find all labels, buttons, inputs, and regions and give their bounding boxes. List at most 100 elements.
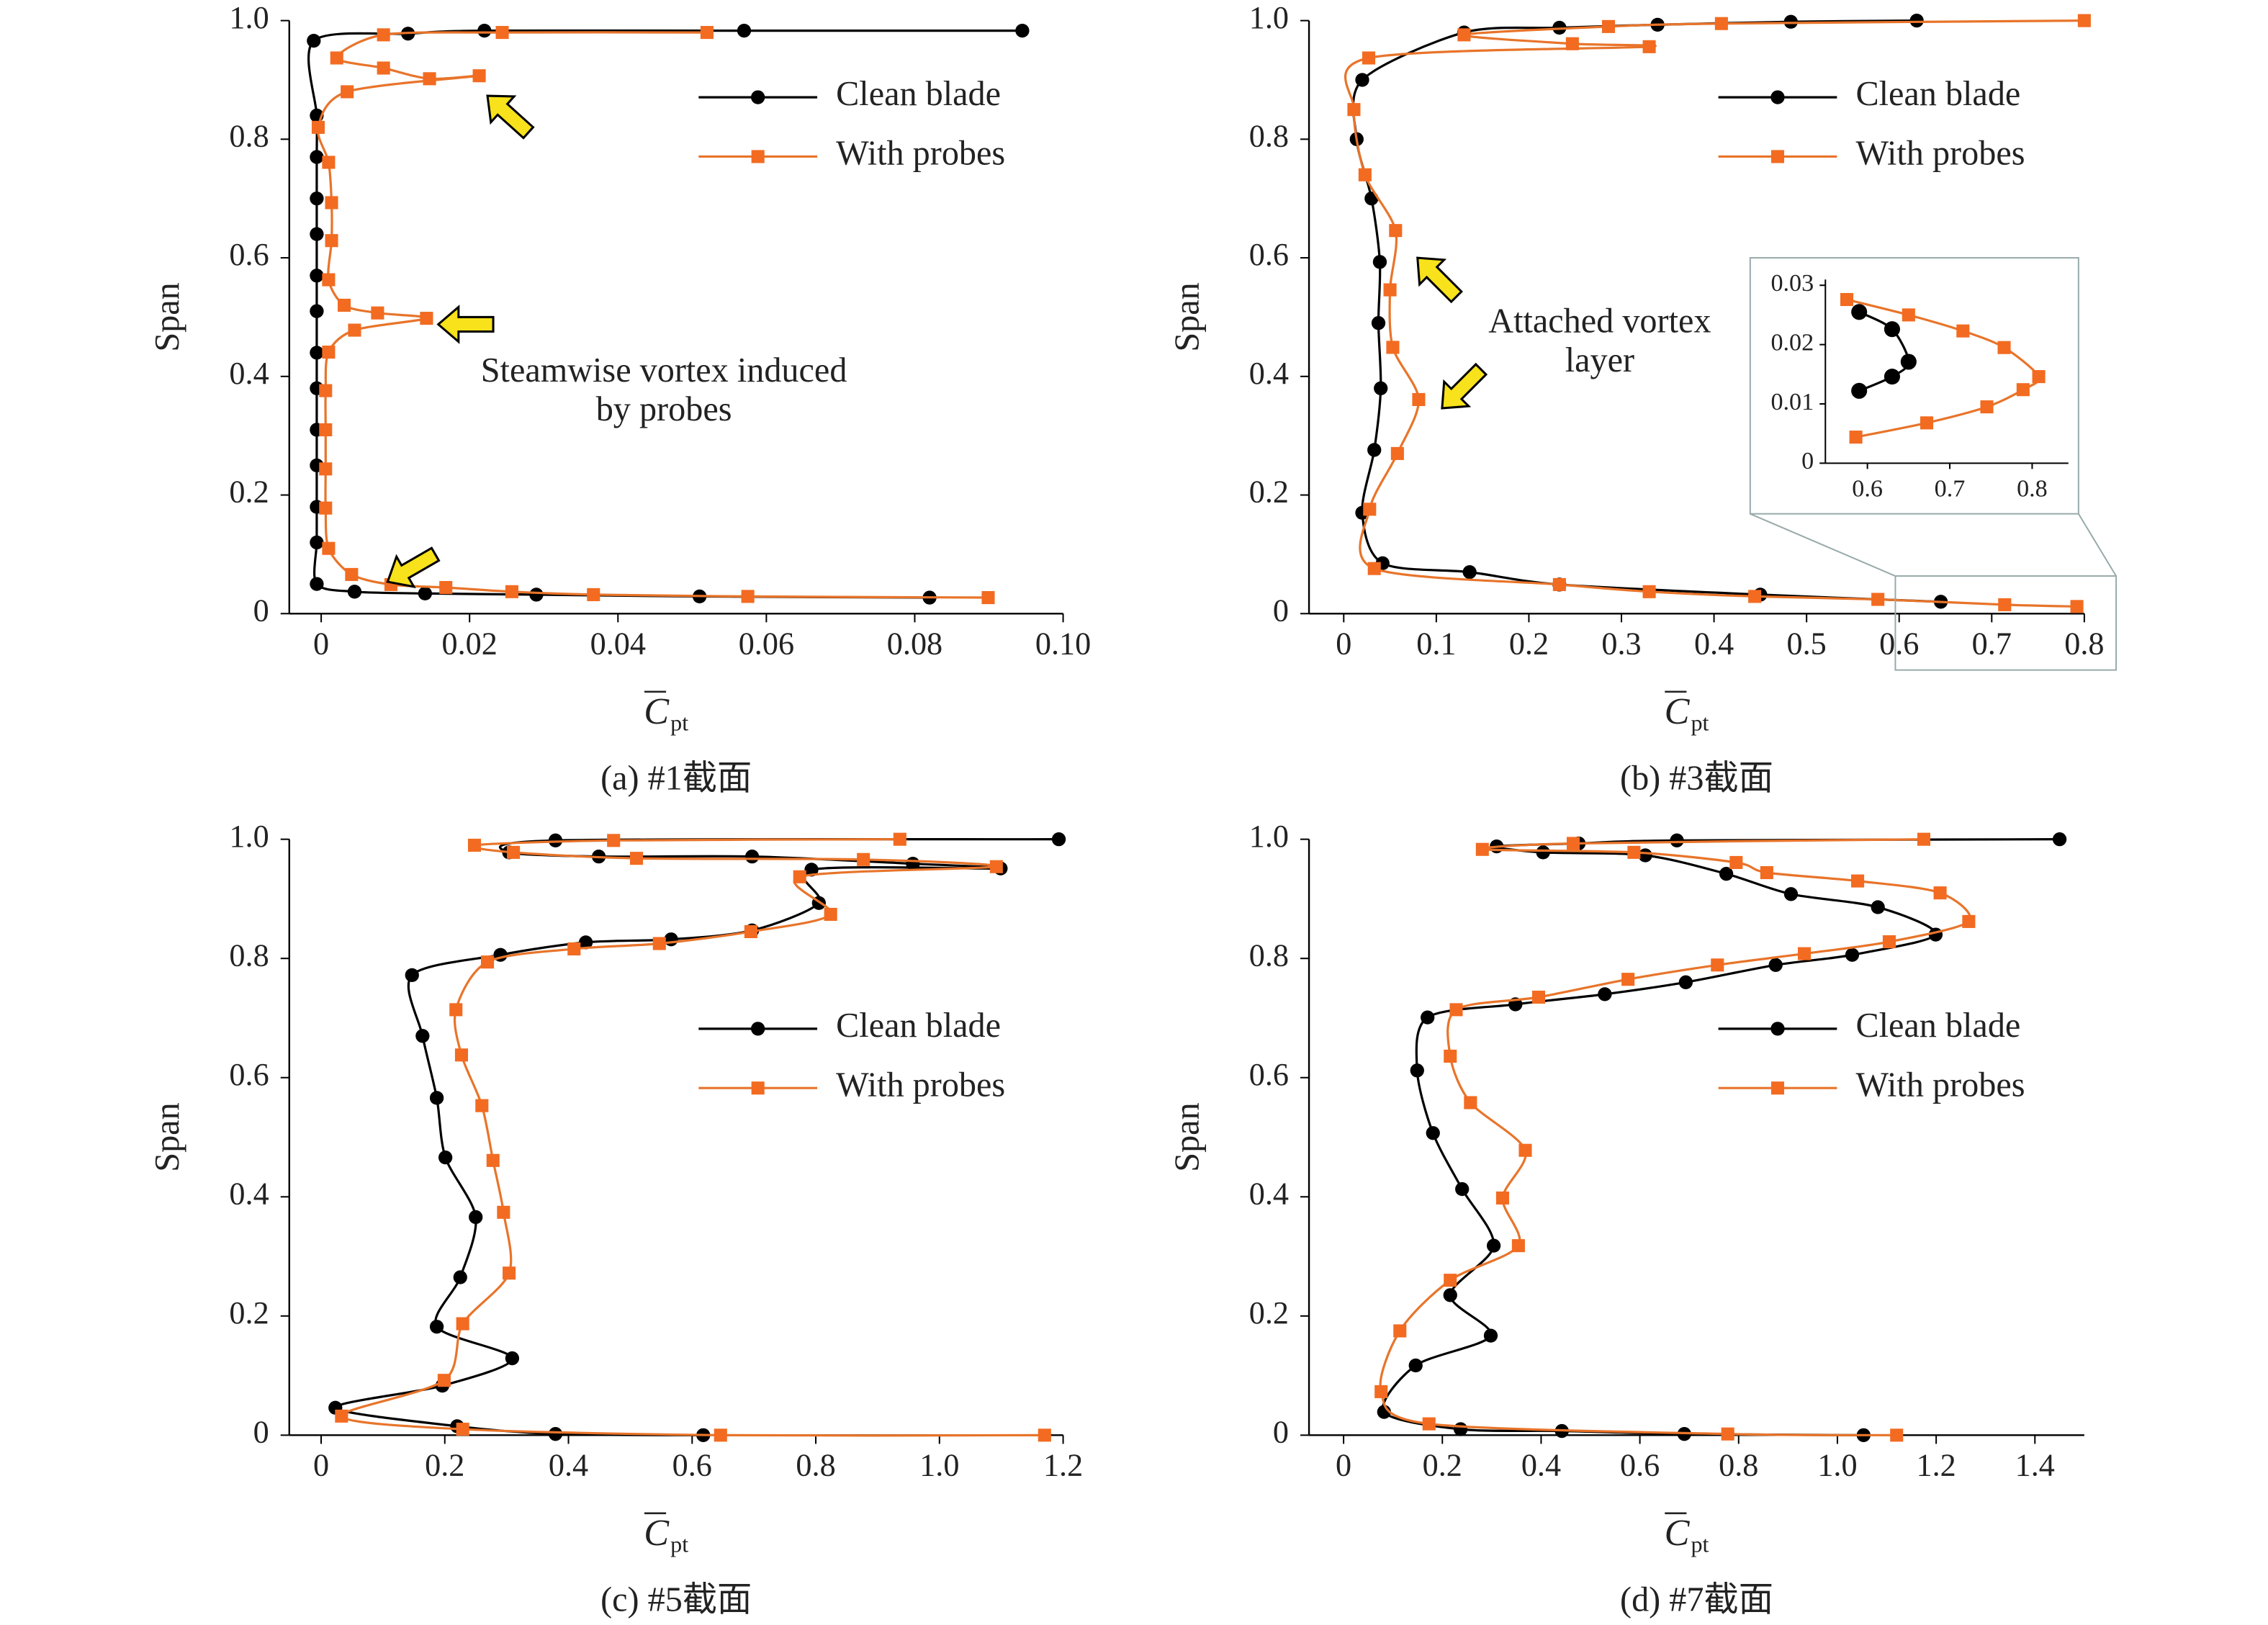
x-tick-label: 0.6 bbox=[672, 1448, 712, 1483]
marker bbox=[1900, 354, 1917, 370]
marker bbox=[567, 942, 581, 955]
annotation-arrow bbox=[436, 305, 495, 344]
series-line bbox=[334, 837, 1059, 1436]
marker bbox=[1714, 17, 1728, 30]
x-tick-label: 0.06 bbox=[739, 626, 794, 662]
marker bbox=[1920, 416, 1934, 430]
marker bbox=[420, 312, 433, 325]
marker bbox=[1998, 598, 2012, 611]
marker bbox=[1374, 381, 1388, 395]
marker bbox=[439, 580, 453, 595]
marker bbox=[629, 852, 644, 865]
x-tick-label: 0.08 bbox=[887, 626, 942, 662]
y-tick-label: 1.0 bbox=[229, 0, 269, 35]
inset-y-tick-label: 0.02 bbox=[1770, 329, 1814, 356]
x-tick-label: 0 bbox=[313, 1448, 329, 1483]
marker bbox=[1783, 887, 1799, 901]
marker bbox=[1051, 832, 1066, 847]
marker bbox=[652, 937, 666, 950]
panel: 0 0.2 0.4 0.6 0.8 1.0 0 0.2 0.4 0.6 0.8 1.0 1.2 1.4 C p… bbox=[1168, 819, 2084, 1619]
marker bbox=[348, 323, 361, 337]
marker bbox=[472, 69, 486, 83]
inset-x-tick-label: 0.8 bbox=[2017, 475, 2048, 502]
marker bbox=[1721, 1427, 1734, 1441]
zoom-box bbox=[1894, 575, 2118, 671]
y-tick-label: 0 bbox=[253, 1414, 269, 1449]
marker bbox=[503, 1266, 516, 1280]
x-tick-label: 0 bbox=[1336, 626, 1351, 662]
marker bbox=[1621, 973, 1635, 986]
marker bbox=[1410, 1063, 1424, 1078]
caption: (d) #7截面 bbox=[1620, 1580, 1773, 1619]
x-tick-label: 1.0 bbox=[1817, 1448, 1857, 1483]
marker bbox=[1719, 867, 1734, 881]
marker bbox=[307, 33, 321, 48]
marker bbox=[664, 932, 678, 947]
marker bbox=[1851, 874, 1865, 888]
marker bbox=[310, 346, 324, 360]
y-axis-label: Span bbox=[1168, 1102, 1206, 1171]
marker bbox=[1729, 855, 1743, 869]
x-tick-label: 1.4 bbox=[2015, 1448, 2055, 1483]
marker bbox=[1909, 13, 1924, 28]
legend-label: With probes bbox=[836, 135, 1005, 173]
x-axis-label-sub: pt bbox=[670, 1531, 688, 1557]
marker bbox=[1495, 1191, 1509, 1205]
y-tick-label: 0.4 bbox=[229, 1176, 269, 1211]
x-axis-label-sub: pt bbox=[1691, 709, 1709, 735]
y-tick-label: 0 bbox=[1273, 593, 1289, 628]
marker bbox=[824, 907, 837, 921]
marker bbox=[548, 1427, 563, 1441]
marker bbox=[1386, 341, 1400, 354]
marker bbox=[1851, 304, 1868, 320]
marker bbox=[429, 1320, 444, 1334]
marker bbox=[1642, 585, 1656, 598]
marker bbox=[1444, 1049, 1457, 1063]
marker bbox=[456, 1423, 469, 1436]
marker bbox=[1642, 40, 1656, 53]
marker bbox=[1871, 900, 1885, 914]
marker bbox=[405, 968, 419, 983]
annotation-arrow bbox=[486, 94, 535, 140]
x-tick-label: 0.8 bbox=[796, 1448, 835, 1483]
marker bbox=[804, 863, 819, 877]
marker bbox=[1408, 1358, 1423, 1373]
marker bbox=[737, 23, 752, 38]
marker bbox=[505, 1351, 520, 1366]
legend-label: Clean blade bbox=[1855, 1007, 2020, 1045]
marker bbox=[989, 860, 1003, 873]
marker bbox=[981, 590, 995, 605]
y-tick-label: 0.4 bbox=[229, 356, 269, 391]
marker bbox=[1390, 446, 1404, 460]
marker bbox=[1367, 443, 1382, 457]
legend-marker bbox=[1770, 90, 1785, 104]
marker bbox=[456, 1317, 469, 1331]
marker bbox=[480, 955, 495, 969]
marker bbox=[319, 384, 333, 397]
marker bbox=[310, 577, 324, 591]
x-axis-label: C bbox=[644, 690, 670, 732]
marker bbox=[1849, 431, 1863, 444]
marker bbox=[345, 567, 359, 581]
marker bbox=[2077, 14, 2091, 27]
legend-marker bbox=[751, 90, 765, 104]
y-tick-label: 0 bbox=[253, 593, 269, 628]
marker bbox=[1383, 283, 1397, 297]
caption: (b) #3截面 bbox=[1620, 759, 1773, 797]
x-tick-label: 1.2 bbox=[1043, 1448, 1083, 1483]
marker bbox=[1389, 224, 1403, 238]
marker bbox=[700, 26, 714, 40]
y-tick-label: 0.8 bbox=[1249, 118, 1289, 153]
marker bbox=[1457, 28, 1471, 42]
x-tick-label: 0.4 bbox=[1694, 626, 1734, 662]
marker bbox=[1511, 1239, 1525, 1253]
marker bbox=[744, 924, 757, 938]
marker bbox=[310, 192, 324, 206]
marker bbox=[319, 423, 333, 436]
marker bbox=[330, 51, 343, 65]
marker bbox=[1483, 1328, 1498, 1343]
x-tick-label: 0.1 bbox=[1416, 626, 1456, 662]
marker bbox=[1748, 590, 1762, 603]
marker bbox=[1956, 324, 1970, 338]
y-axis-label: Span bbox=[1168, 282, 1206, 351]
